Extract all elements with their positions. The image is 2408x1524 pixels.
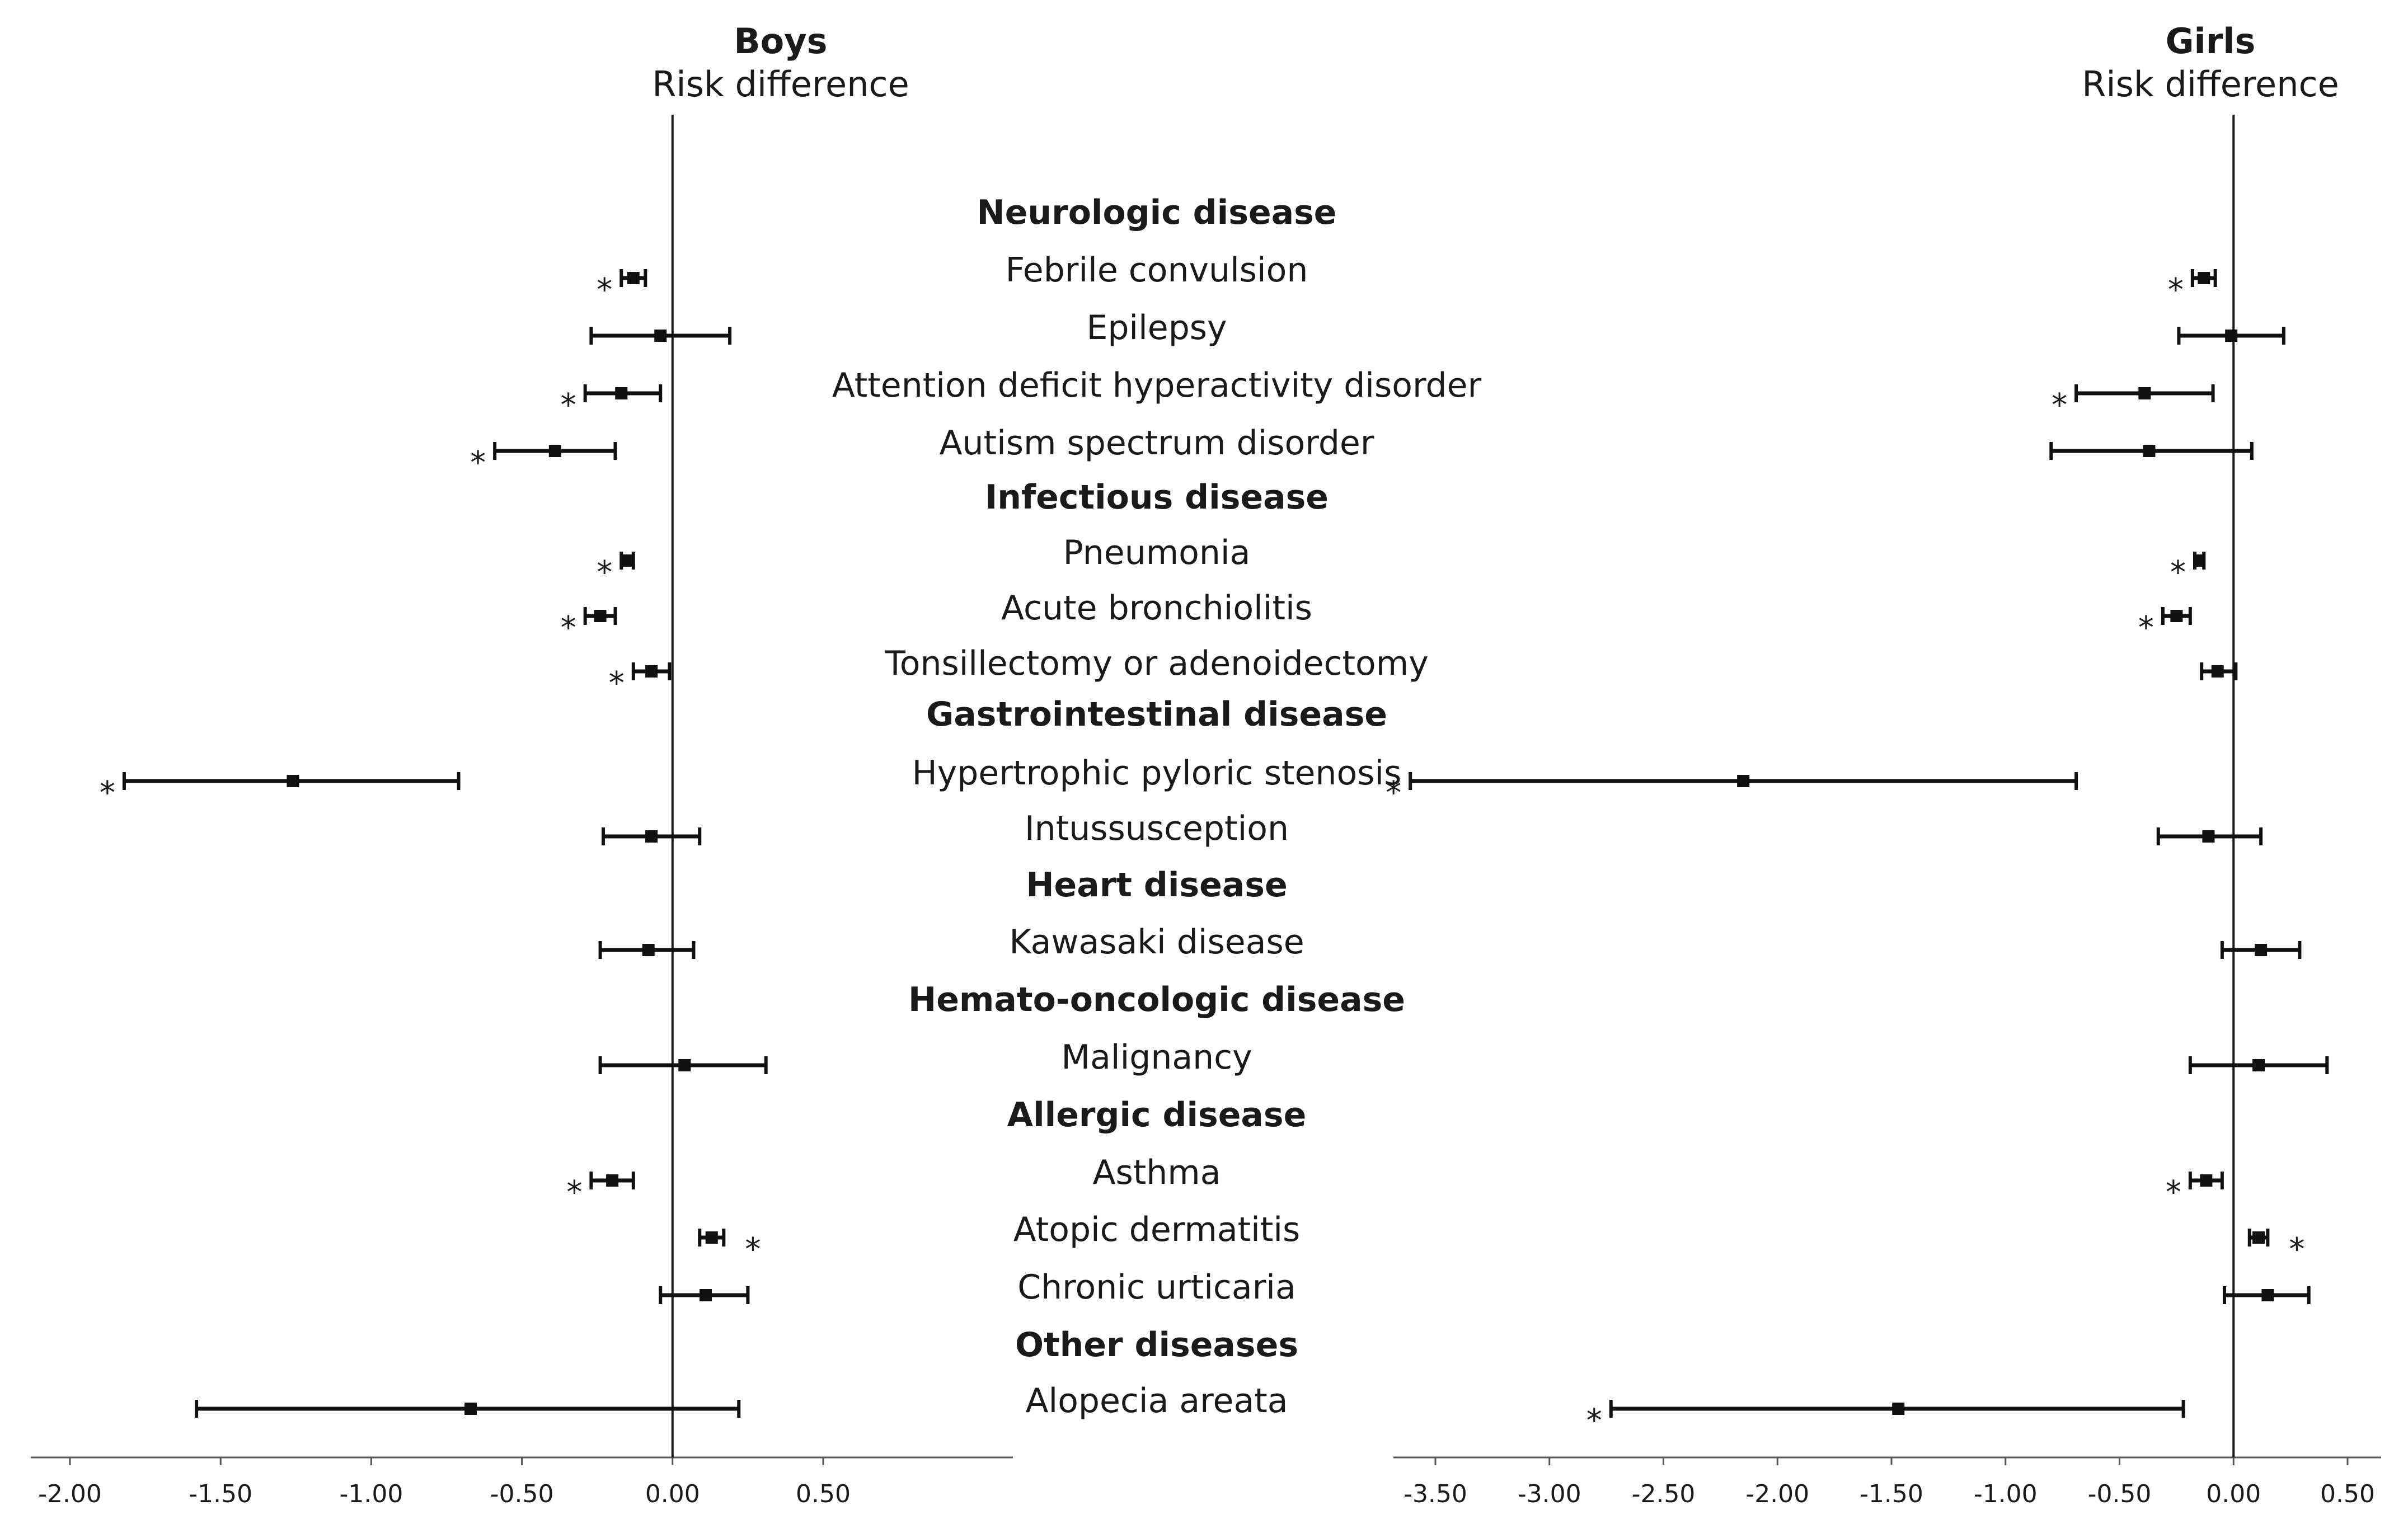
row-label: Pneumonia	[1063, 533, 1251, 572]
boys-point-estimate	[594, 610, 607, 622]
girls-point-estimate	[1737, 775, 1750, 787]
category-label: Infectious disease	[985, 478, 1329, 517]
boys-point-estimate	[645, 665, 658, 678]
row-label: Asthma	[1092, 1153, 1221, 1192]
boys-significance-asterisk: *	[100, 775, 115, 811]
boys-point-estimate	[621, 554, 634, 567]
girls-significance-asterisk: *	[1386, 775, 1401, 811]
boys-significance-asterisk: *	[561, 610, 576, 646]
boys-significance-asterisk: *	[566, 1174, 582, 1211]
boys-point-estimate	[705, 1231, 718, 1244]
category-label: Heart disease	[1026, 866, 1287, 905]
girls-x-tick-label: -0.50	[2088, 1480, 2152, 1508]
girls-x-tick-label: -2.00	[1745, 1480, 1809, 1508]
boys-point-estimate	[287, 775, 299, 787]
girls-x-tick-label: -3.00	[1518, 1480, 1581, 1508]
boys-x-tick-label: -2.00	[38, 1480, 102, 1508]
boys-x-tick-label: 0.50	[796, 1480, 851, 1508]
girls-x-tick-label: -2.50	[1632, 1480, 1696, 1508]
boys-point-estimate	[642, 944, 655, 956]
girls-point-estimate	[2202, 830, 2215, 843]
boys-point-estimate	[464, 1403, 477, 1415]
boys-x-tick-label: 0.00	[645, 1480, 700, 1508]
girls-point-estimate	[2255, 944, 2268, 956]
boys-point-estimate	[615, 387, 628, 399]
girls-panel-subtitle: Risk difference	[2082, 64, 2339, 105]
row-label: Febrile convulsion	[1006, 251, 1308, 290]
girls-panel-title: Girls	[2166, 21, 2256, 62]
row-label: Attention deficit hyperactivity disorder	[832, 366, 1482, 405]
plot-layer: -2.00 -1.50 -1.00 -0.50 0.00 0.50 -3.50 -3.00 -2…	[31, 115, 2381, 1508]
row-label: Kawasaki disease	[1009, 923, 1304, 962]
girls-point-estimate	[2193, 554, 2206, 567]
girls-significance-asterisk: *	[2170, 554, 2186, 591]
girls-x-tick-label: -1.00	[1974, 1480, 2038, 1508]
girls-significance-asterisk: *	[2289, 1231, 2304, 1268]
row-label: Tonsillectomy or adenoidectomy	[884, 644, 1428, 683]
girls-point-estimate	[2143, 445, 2156, 457]
boys-point-estimate	[654, 330, 667, 342]
boys-point-estimate	[678, 1059, 691, 1071]
girls-significance-asterisk: *	[1586, 1403, 1602, 1439]
category-label: Hemato-oncologic disease	[908, 980, 1405, 1019]
girls-significance-asterisk: *	[2052, 387, 2067, 424]
row-label: Alopecia areata	[1025, 1381, 1288, 1420]
boys-significance-asterisk: *	[597, 554, 612, 591]
category-label: Gastrointestinal disease	[926, 695, 1387, 734]
girls-x-tick-label: -3.50	[1404, 1480, 1467, 1508]
boys-significance-asterisk: *	[745, 1231, 761, 1268]
girls-point-estimate	[2198, 272, 2210, 284]
row-label: Intussusception	[1025, 809, 1289, 848]
girls-point-estimate	[2211, 665, 2224, 678]
row-label: Malignancy	[1061, 1038, 1252, 1077]
girls-point-estimate	[2252, 1059, 2265, 1071]
row-label: Epilepsy	[1086, 308, 1227, 347]
boys-point-estimate	[627, 272, 640, 284]
girls-x-tick-label: -1.50	[1860, 1480, 1923, 1508]
girls-significance-asterisk: *	[2168, 272, 2184, 308]
girls-point-estimate	[2200, 1174, 2213, 1187]
boys-x-tick-label: -1.50	[189, 1480, 252, 1508]
girls-point-estimate	[2170, 610, 2183, 622]
row-label: Hypertrophic pyloric stenosis	[912, 754, 1402, 793]
boys-point-estimate	[548, 445, 561, 457]
boys-panel-title: Boys	[734, 21, 827, 62]
boys-point-estimate	[606, 1174, 619, 1187]
boys-point-estimate	[700, 1289, 712, 1301]
row-label: Acute bronchiolitis	[1001, 589, 1312, 628]
category-label: Neurologic disease	[977, 193, 1336, 232]
row-label: Atopic dermatitis	[1013, 1210, 1301, 1249]
row-label: Chronic urticaria	[1017, 1268, 1296, 1307]
girls-point-estimate	[2252, 1231, 2265, 1244]
girls-significance-asterisk: *	[2166, 1174, 2181, 1211]
girls-significance-asterisk: *	[2138, 610, 2154, 646]
girls-point-estimate	[1892, 1403, 1905, 1415]
boys-significance-asterisk: *	[470, 445, 486, 481]
boys-significance-asterisk: *	[561, 387, 576, 424]
boys-panel-subtitle: Risk difference	[652, 64, 909, 105]
category-label: Other diseases	[1015, 1325, 1298, 1365]
row-label: Autism spectrum disorder	[939, 424, 1374, 463]
boys-point-estimate	[645, 830, 658, 843]
boys-significance-asterisk: *	[597, 272, 612, 308]
girls-x-tick-label: 0.50	[2320, 1480, 2375, 1508]
boys-x-tick-label: -0.50	[490, 1480, 554, 1508]
girls-point-estimate	[2138, 387, 2151, 399]
girls-point-estimate	[2261, 1289, 2274, 1301]
girls-point-estimate	[2225, 330, 2238, 342]
category-label: Allergic disease	[1007, 1095, 1307, 1135]
girls-x-tick-label: 0.00	[2206, 1480, 2261, 1508]
boys-x-tick-label: -1.00	[339, 1480, 403, 1508]
boys-significance-asterisk: *	[609, 665, 625, 702]
